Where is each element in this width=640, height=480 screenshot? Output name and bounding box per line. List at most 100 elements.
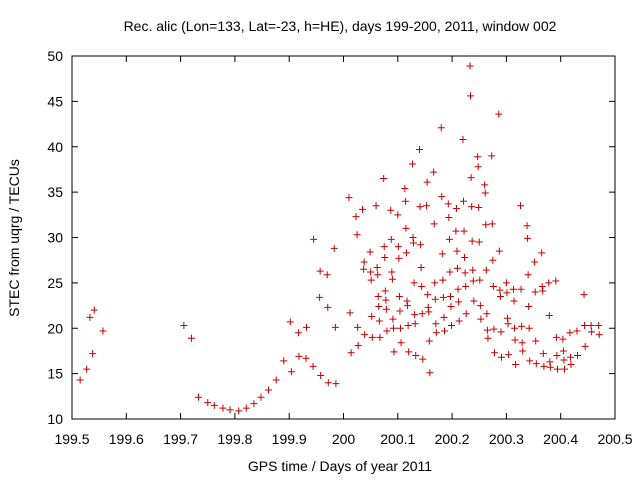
data-point — [490, 349, 498, 357]
data-point — [503, 314, 511, 322]
data-point — [489, 256, 497, 264]
data-point — [445, 214, 453, 222]
data-point — [226, 406, 234, 414]
data-point — [352, 213, 360, 221]
data-point — [401, 197, 409, 205]
data-point — [210, 401, 218, 409]
data-point — [581, 342, 589, 350]
data-point — [408, 160, 416, 168]
x-tick-label: 200.2 — [435, 431, 470, 447]
data-point — [559, 335, 567, 343]
y-tick-label: 25 — [47, 275, 63, 291]
data-point — [417, 263, 425, 271]
x-tick-label: 200.5 — [597, 431, 632, 447]
data-point — [295, 352, 303, 360]
x-axis-label: GPS time / Days of year 2011 — [248, 458, 432, 474]
data-point — [454, 264, 462, 272]
data-point — [468, 237, 476, 245]
y-tick-label: 50 — [47, 48, 63, 64]
data-point — [397, 339, 405, 347]
data-point — [588, 328, 596, 336]
x-tick-label: 199.8 — [217, 431, 252, 447]
data-point — [195, 393, 203, 401]
data-point — [447, 302, 455, 310]
data-point — [402, 224, 410, 232]
data-point — [467, 92, 475, 100]
data-point — [446, 292, 454, 300]
data-point — [496, 286, 504, 294]
data-point — [553, 365, 561, 373]
data-point — [431, 295, 439, 303]
data-point — [539, 287, 547, 295]
data-point — [510, 297, 518, 305]
data-point — [353, 231, 361, 239]
data-points — [76, 62, 603, 415]
data-point — [373, 263, 381, 271]
data-point — [395, 292, 403, 300]
data-point — [272, 376, 280, 384]
data-point — [372, 202, 380, 210]
data-point — [418, 283, 426, 291]
data-point — [519, 347, 527, 355]
data-point — [481, 189, 489, 197]
y-tick-label: 20 — [47, 320, 63, 336]
data-point — [511, 336, 519, 344]
y-tick-label: 30 — [47, 230, 63, 246]
data-point — [469, 266, 477, 274]
data-point — [477, 315, 485, 323]
data-point — [503, 289, 511, 297]
data-point — [553, 351, 561, 359]
data-point — [504, 320, 512, 328]
data-point — [187, 334, 195, 342]
data-point — [389, 324, 397, 332]
data-point — [546, 363, 554, 371]
data-point — [525, 324, 533, 332]
data-point — [455, 317, 463, 325]
data-point — [345, 194, 353, 202]
data-point — [346, 309, 354, 317]
data-point — [459, 135, 467, 143]
data-point — [324, 379, 332, 387]
data-point — [462, 310, 470, 318]
data-point — [518, 339, 526, 347]
data-point — [518, 322, 526, 330]
data-point — [76, 376, 84, 384]
data-point — [482, 221, 490, 229]
data-point — [560, 356, 568, 364]
data-point — [204, 399, 212, 407]
data-point — [331, 323, 339, 331]
data-point — [561, 365, 569, 373]
data-point — [425, 308, 433, 316]
data-point — [438, 250, 446, 258]
data-point — [403, 297, 411, 305]
data-point — [294, 329, 302, 337]
data-point — [495, 247, 503, 255]
data-point — [509, 285, 517, 293]
data-point — [559, 347, 567, 355]
data-point — [410, 239, 418, 247]
data-point — [361, 331, 369, 339]
data-point — [404, 302, 412, 310]
data-point — [587, 322, 595, 330]
data-point — [388, 268, 396, 276]
data-point — [317, 371, 325, 379]
data-point — [347, 349, 355, 357]
data-point — [310, 235, 318, 243]
x-tick-label: 200.3 — [489, 431, 524, 447]
data-point — [566, 329, 574, 337]
data-point — [367, 268, 375, 276]
data-point — [475, 204, 483, 212]
data-point — [397, 324, 405, 332]
data-point — [474, 153, 482, 161]
data-point — [452, 227, 460, 235]
y-axis-label: STEC from uqrg / TECUs — [6, 159, 22, 317]
data-point — [395, 254, 403, 262]
data-point — [354, 341, 362, 349]
data-point — [430, 220, 438, 228]
data-point — [532, 360, 540, 368]
data-point — [387, 206, 395, 214]
data-point — [517, 202, 525, 210]
data-point — [409, 234, 417, 241]
